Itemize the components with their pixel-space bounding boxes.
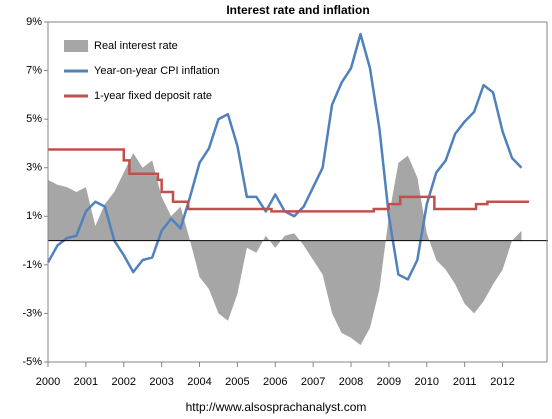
y-tick-label: -3% <box>22 307 42 319</box>
x-tick-label: 2009 <box>377 376 401 388</box>
x-tick-label: 2001 <box>74 376 98 388</box>
legend-swatch <box>64 40 88 52</box>
legend-label: Year-on-year CPI inflation <box>94 65 220 77</box>
y-tick-label: 7% <box>26 64 42 76</box>
legend-label: 1-year fixed deposit rate <box>94 90 212 102</box>
x-tick-label: 2008 <box>339 376 363 388</box>
x-tick-label: 2010 <box>415 376 439 388</box>
x-tick-label: 2006 <box>263 376 287 388</box>
y-tick-label: 1% <box>26 210 42 222</box>
real-rate-area <box>48 153 522 345</box>
y-tick-label: -1% <box>22 259 42 271</box>
x-tick-label: 2012 <box>490 376 514 388</box>
x-tick-label: 2004 <box>187 376 211 388</box>
y-tick-label: -5% <box>22 356 42 368</box>
source: http://www.alsosprachanalyst.com <box>186 400 367 414</box>
chart-title: Interest rate and inflation <box>226 3 369 17</box>
x-tick-label: 2011 <box>453 376 477 388</box>
y-tick-label: 9% <box>26 16 42 28</box>
deposit-rate-line <box>48 148 530 213</box>
y-tick-label: 3% <box>26 162 42 174</box>
x-tick-label: 2005 <box>225 376 249 388</box>
x-tick-label: 2002 <box>112 376 136 388</box>
x-tick-label: 2007 <box>301 376 325 388</box>
x-tick-label: 2000 <box>36 376 60 388</box>
legend-label: Real interest rate <box>94 40 178 52</box>
x-tick-label: 2003 <box>149 376 173 388</box>
y-tick-label: 5% <box>26 113 42 125</box>
plot-frame <box>47 21 548 363</box>
